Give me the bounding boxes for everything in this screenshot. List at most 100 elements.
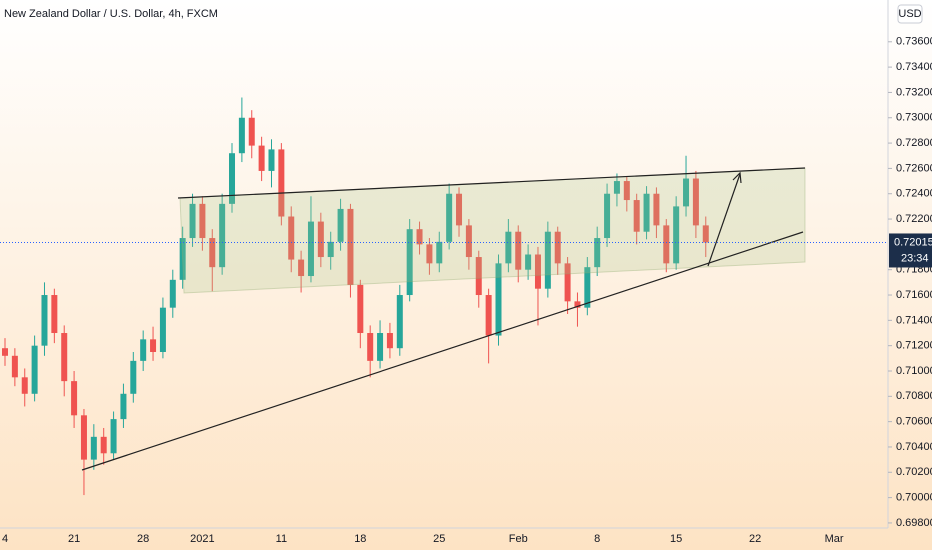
- candle-body: [663, 225, 670, 264]
- x-tick-label: 15: [670, 533, 682, 545]
- candle-body: [337, 208, 344, 242]
- candle-body: [554, 231, 561, 264]
- candle-body: [61, 333, 68, 382]
- y-tick-label: 0.70000: [896, 492, 932, 504]
- x-tick-label: 22: [749, 533, 761, 545]
- candle-body: [377, 333, 384, 361]
- candle-body: [347, 208, 354, 285]
- chart-title: New Zealand Dollar / U.S. Dollar, 4h, FX…: [4, 8, 218, 20]
- candle-body: [71, 381, 78, 416]
- candle-body: [564, 263, 571, 302]
- y-tick-label: 0.71200: [896, 340, 932, 352]
- candle-body: [80, 415, 87, 460]
- x-tick-label: 18: [354, 533, 366, 545]
- candle-body: [643, 193, 650, 232]
- candle-body: [2, 348, 8, 356]
- x-tick-label: 25: [433, 533, 445, 545]
- candle-body: [683, 178, 690, 207]
- candle-body: [386, 333, 393, 349]
- plot-area: [2, 97, 709, 496]
- candle-body: [278, 149, 285, 217]
- y-tick-label: 0.70200: [896, 466, 932, 478]
- candle-body: [594, 238, 601, 268]
- candle-body: [229, 153, 236, 204]
- candle-body: [100, 436, 107, 454]
- y-tick-label: 0.72600: [896, 162, 932, 174]
- candle-body: [298, 259, 305, 277]
- x-tick-label: Mar: [825, 533, 844, 545]
- candle-body: [21, 377, 28, 394]
- y-tick-label: 0.71000: [896, 365, 932, 377]
- candle-body: [130, 360, 137, 394]
- projection-arrow: [707, 173, 741, 267]
- x-tick-label: 28: [137, 533, 149, 545]
- currency-label: USD: [898, 8, 921, 20]
- candle-body: [159, 307, 166, 352]
- candle-body: [436, 241, 443, 264]
- candle-body: [288, 216, 295, 260]
- candle-body: [11, 355, 18, 378]
- candle-body: [357, 284, 364, 334]
- candle-body: [179, 238, 186, 280]
- candle-body: [169, 279, 176, 308]
- candle-body: [110, 419, 117, 454]
- candle-body: [515, 231, 522, 270]
- candle-body: [505, 231, 512, 264]
- support-line: [81, 231, 804, 471]
- candle-body: [209, 238, 216, 268]
- candle-body: [268, 149, 275, 171]
- candle-body: [604, 193, 611, 239]
- candle-body: [485, 295, 492, 336]
- x-tick-label: 2021: [190, 533, 214, 545]
- candle-body: [702, 225, 709, 243]
- y-tick-label: 0.69800: [896, 517, 932, 529]
- currency-box[interactable]: [897, 4, 923, 24]
- y-tick-label: 0.72400: [896, 188, 932, 200]
- y-tick-label: 0.73200: [896, 86, 932, 98]
- candle-body: [633, 200, 640, 232]
- candle-body: [140, 339, 147, 361]
- arrow-head: [732, 171, 742, 184]
- candle-body: [495, 263, 502, 336]
- candle-body: [189, 203, 196, 239]
- x-tick-label: 21: [68, 533, 80, 545]
- y-tick-label: 0.71400: [896, 314, 932, 326]
- candle-body: [623, 181, 630, 201]
- x-tick-label: 11: [276, 533, 287, 545]
- candle-body: [248, 117, 255, 146]
- candle-body: [426, 244, 433, 264]
- candle-body: [307, 221, 314, 277]
- candle-body: [258, 145, 265, 171]
- y-tick-label: 0.71600: [896, 289, 932, 301]
- candle-body: [446, 193, 453, 242]
- candle-body: [584, 267, 591, 308]
- y-tick-label: 0.73400: [896, 61, 932, 73]
- candle-body: [238, 117, 245, 154]
- x-tick-label: 4: [2, 533, 8, 545]
- candle-body: [673, 206, 680, 264]
- candle-body: [90, 436, 97, 460]
- candle-body: [406, 229, 413, 296]
- last-price-label: 0.72015: [894, 236, 932, 248]
- candle-body: [475, 257, 482, 296]
- candle-body: [544, 231, 551, 289]
- candle-body: [574, 301, 581, 308]
- y-tick-label: 0.70800: [896, 390, 932, 402]
- candle-body: [367, 333, 374, 361]
- y-tick-label: 0.73000: [896, 112, 932, 124]
- candle-body: [219, 203, 226, 268]
- candle-body: [613, 181, 620, 194]
- candle-body: [199, 203, 206, 239]
- candle-body: [525, 254, 532, 270]
- y-tick-label: 0.73600: [896, 36, 932, 48]
- candle-body: [327, 241, 334, 258]
- y-tick-label: 0.70600: [896, 416, 932, 428]
- candle-body: [51, 295, 58, 334]
- y-tick-label: 0.72800: [896, 137, 932, 149]
- candle-body: [150, 339, 157, 352]
- candle-body: [317, 221, 324, 258]
- x-tick-label: Feb: [509, 533, 528, 545]
